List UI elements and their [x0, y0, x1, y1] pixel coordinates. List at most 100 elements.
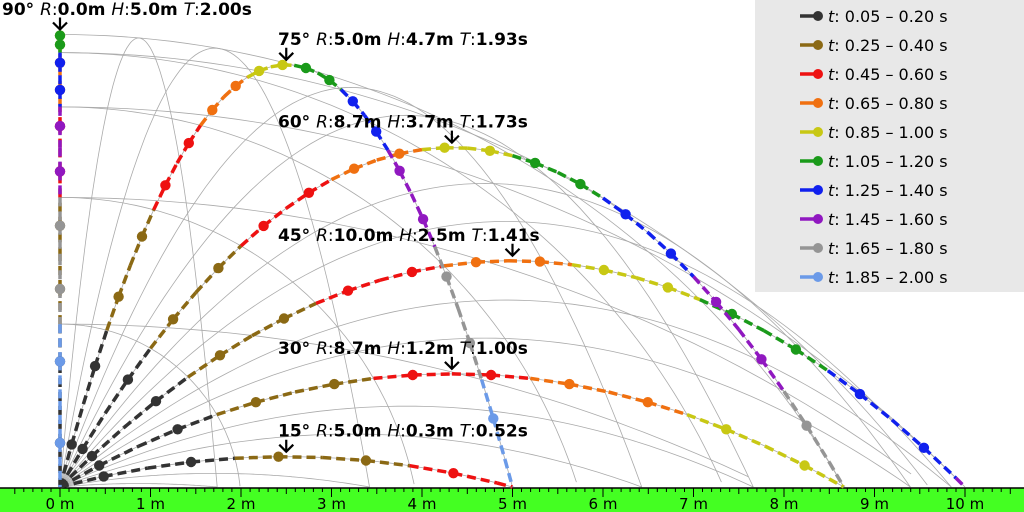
trajectory-segment	[70, 403, 86, 445]
trajectory-segment	[59, 463, 101, 489]
trajectory-segment	[763, 329, 797, 352]
grid-trajectory	[59, 299, 952, 488]
legend-entry: t: 0.85 – 1.00 s	[800, 123, 948, 142]
grid-trajectory	[59, 37, 218, 488]
grid-trajectory	[59, 483, 218, 488]
legend-entry: t: 1.45 – 1.60 s	[800, 210, 948, 229]
legend-marker	[813, 69, 823, 79]
legend-marker	[813, 11, 823, 21]
trajectory-point	[347, 96, 358, 107]
trajectory-point	[89, 360, 101, 372]
trajectory-point	[113, 291, 124, 302]
trajectory-segment	[116, 264, 132, 298]
legend-entry: t: 1.05 – 1.20 s	[800, 152, 948, 171]
trajectory-segment	[635, 275, 669, 290]
trajectory-segment	[126, 347, 152, 381]
trajectory-point	[183, 137, 194, 149]
trajectory-segment	[334, 376, 374, 386]
trajectory-point	[790, 344, 802, 355]
trajectory-segment	[293, 63, 307, 70]
trajectory-segment	[98, 444, 140, 468]
legend-entry: t: 1.85 – 2.00 s	[800, 268, 948, 287]
trajectory-point	[150, 396, 162, 407]
trajectory-point	[575, 178, 586, 190]
trajectory-segment	[103, 378, 130, 415]
legend-marker	[813, 156, 823, 166]
legend-marker	[813, 272, 823, 282]
legend-label: t: 0.05 – 0.20 s	[828, 7, 948, 26]
trajectory-segment	[278, 454, 323, 460]
trajectory-segment	[826, 369, 861, 396]
trajectory-segment	[692, 275, 718, 304]
trajectory-point	[303, 187, 315, 198]
trajectory-point	[534, 256, 546, 267]
trajectory-segment	[490, 373, 531, 381]
x-tick-label: 1 m	[136, 495, 165, 512]
x-tick-label: 0 m	[46, 495, 75, 512]
grid-trajectory	[59, 433, 642, 488]
trajectory-segment	[315, 289, 349, 306]
trajectory-segment	[764, 444, 806, 468]
legend-label: t: 1.45 – 1.60 s	[828, 210, 948, 229]
grid-isochrone	[59, 52, 722, 483]
trajectory-point	[348, 163, 360, 174]
trajectory-75	[58, 59, 515, 488]
apex-arrow	[52, 17, 68, 32]
legend-entry: t: 0.05 – 0.20 s	[800, 7, 948, 26]
apex-arrow	[444, 356, 460, 371]
trajectory-label-45: 45° R:10.0m H:2.5m T:1.41s	[278, 226, 540, 246]
trajectory-segment	[255, 390, 296, 404]
trajectory-segment	[601, 196, 627, 216]
trajectory-segment	[803, 463, 845, 489]
trajectory-45	[58, 256, 967, 489]
trajectory-point	[94, 460, 105, 471]
grid-trajectory	[59, 221, 952, 488]
trajectory-segment	[714, 300, 741, 331]
trajectory-point	[665, 248, 677, 259]
trajectories	[54, 30, 967, 489]
trajectory-point	[488, 413, 499, 424]
trajectory-segment	[187, 353, 221, 379]
trajectory-point	[710, 296, 722, 308]
trajectory-segment	[219, 334, 253, 357]
trajectory-point	[250, 397, 262, 408]
trajectory-label-75: 75° R:5.0m H:4.7m T:1.93s	[278, 30, 528, 50]
trajectory-segment	[176, 412, 218, 431]
trajectory-segment	[149, 318, 175, 350]
legend-label: t: 1.85 – 2.00 s	[828, 268, 948, 287]
trajectory-point	[172, 424, 183, 435]
trajectory-point	[54, 39, 66, 50]
trajectory-segment	[725, 427, 767, 448]
grid-trajectory	[59, 86, 643, 488]
trajectory-segment	[411, 264, 445, 274]
legend-entry: t: 0.65 – 0.80 s	[800, 94, 948, 113]
trajectory-segment	[759, 358, 786, 393]
trajectory-segment	[409, 463, 454, 475]
trajectory-segment	[603, 268, 637, 280]
trajectory-point	[185, 456, 197, 468]
legend-label: t: 1.05 – 1.20 s	[828, 152, 948, 171]
trajectory-segment	[90, 426, 126, 458]
x-tick-label: 6 m	[589, 495, 618, 512]
grid-isochrone	[59, 34, 845, 488]
legend-label: t: 1.25 – 1.40 s	[828, 181, 948, 200]
trajectory-60	[58, 142, 846, 488]
trajectory-label-30: 30° R:8.7m H:1.2m T:1.00s	[278, 339, 528, 359]
trajectory-segment	[234, 454, 279, 461]
trajectory-point	[642, 397, 653, 408]
trajectory-point	[360, 455, 372, 466]
trajectory-segment	[647, 400, 688, 417]
legend-marker	[813, 214, 823, 224]
trajectory-point	[207, 104, 218, 116]
grid-trajectory	[59, 337, 911, 488]
trajectory-point	[54, 283, 66, 295]
trajectory-segment	[456, 308, 472, 344]
trajectory-point	[485, 369, 497, 381]
trajectory-segment	[569, 382, 609, 394]
apex-arrow	[504, 243, 521, 258]
legend-marker	[813, 243, 823, 253]
trajectory-segment	[190, 456, 235, 464]
trajectory-segment	[507, 259, 540, 264]
trajectory-point	[371, 126, 382, 137]
